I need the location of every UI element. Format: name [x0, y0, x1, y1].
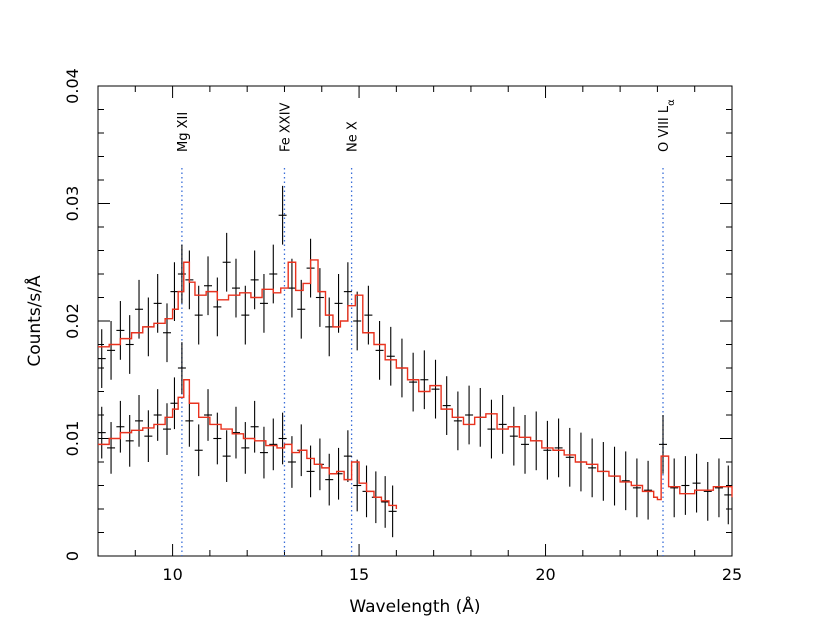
- y-tick-label: 0.01: [63, 421, 82, 457]
- emission-line-label: O VIII Lα: [657, 99, 677, 152]
- x-tick-label: 15: [349, 565, 369, 584]
- x-tick-labels: 10 15 20 25: [162, 565, 742, 584]
- y-tick-label: 0.02: [63, 303, 82, 339]
- emission-line-label: Ne X: [346, 121, 361, 152]
- spectrum-upper-model: [98, 259, 733, 501]
- spectrum-lower-model: [98, 379, 398, 509]
- y-tick-labels: 0 0.01 0.02 0.03 0.04: [63, 68, 82, 561]
- emission-line-label: Mg XII: [176, 112, 191, 152]
- data-errorbars: [97, 185, 733, 538]
- y-tick-label: 0: [63, 551, 82, 561]
- model-curves: [98, 259, 733, 509]
- emission-line-label: Fe XXIV: [278, 102, 293, 152]
- y-tick-label: 0.04: [63, 68, 82, 104]
- y-tick-label: 0.03: [63, 186, 82, 222]
- y-axis-title: Counts/s/Å: [23, 275, 45, 367]
- spectrum-upper-points: [97, 185, 733, 525]
- x-tick-label: 25: [722, 565, 742, 584]
- x-tick-label: 20: [535, 565, 555, 584]
- x-axis-title: Wavelength (Å): [349, 595, 480, 617]
- axis-ticks: [97, 85, 733, 557]
- x-tick-label: 10: [162, 565, 182, 584]
- emission-line-markers: Mg XII Fe XXIV Ne X O VIII Lα: [176, 99, 677, 556]
